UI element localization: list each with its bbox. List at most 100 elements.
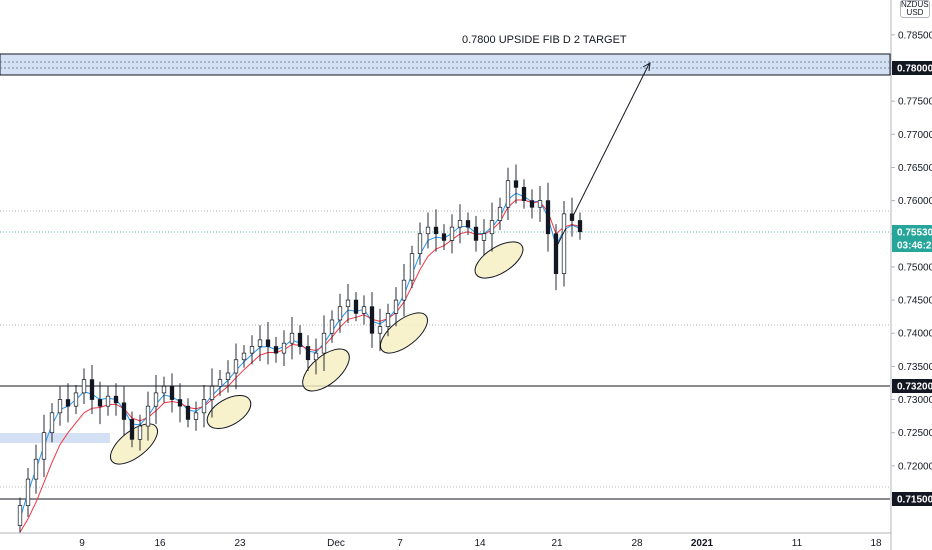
svg-text:0.75530: 0.75530 (897, 228, 932, 239)
x-tick-label: 18 (870, 538, 882, 549)
candle (89, 365, 95, 415)
candle (441, 224, 447, 251)
candle (81, 368, 87, 405)
candle (545, 182, 551, 252)
y-tick-label: 0.76500 (898, 163, 932, 174)
candle (457, 204, 463, 244)
x-tick-label: 2021 (691, 538, 714, 549)
candle (257, 325, 263, 362)
pullback-ellipse (206, 395, 252, 429)
pullback-ellipse (110, 423, 158, 465)
candle (513, 164, 519, 204)
y-tick-label: 0.75000 (898, 262, 932, 273)
y-tick-label: 0.77500 (898, 97, 932, 108)
candle (41, 414, 47, 478)
y-tick-label: 0.77000 (898, 130, 932, 141)
candle (137, 414, 143, 451)
candle (153, 375, 159, 425)
candle (33, 444, 39, 494)
price-axis[interactable]: 0.78500 0.78000 0.77500 0.77000 0.76500 0.760… (891, 30, 932, 506)
y-tick-label: 0.73000 (898, 395, 932, 406)
candle (361, 295, 367, 325)
projection-arrow[interactable] (556, 62, 651, 247)
left-zone (0, 433, 110, 443)
candle (345, 283, 351, 323)
y-tick-label: 0.74000 (898, 329, 932, 340)
candle (129, 411, 135, 448)
candle (105, 386, 111, 416)
price-tags: 0.78000 0.75530 03:46:20 0.73200 0.71500 (892, 61, 932, 506)
candle (385, 303, 391, 337)
time-axis[interactable]: 9 16 23 Dec 7 14 21 28 2021 11 18 (79, 538, 882, 549)
candle (209, 368, 215, 418)
x-tick-label: 7 (397, 538, 403, 549)
candle (521, 179, 527, 209)
candle (217, 370, 223, 396)
candle (297, 325, 303, 355)
x-tick-label: 28 (631, 538, 643, 549)
candle (425, 212, 431, 249)
target-annotation[interactable]: 0.7800 UPSIDE FIB D 2 TARGET (462, 34, 627, 46)
candle (121, 386, 127, 436)
candle (17, 497, 23, 534)
candle (369, 292, 375, 348)
candle (193, 401, 199, 431)
candle (249, 335, 255, 365)
currency-badge[interactable]: NZDUSD USD (900, 0, 930, 18)
candle (577, 212, 583, 240)
x-tick-label: 14 (474, 538, 486, 549)
candle (329, 310, 335, 343)
price-tag: 0.78000 (892, 61, 932, 75)
candle (449, 214, 455, 254)
candle (49, 403, 55, 443)
svg-text:0.78000: 0.78000 (897, 64, 932, 75)
y-tick-label: 0.73500 (898, 362, 932, 373)
x-tick-label: 16 (154, 538, 166, 549)
candle (409, 245, 415, 289)
svg-text:03:46:20: 03:46:20 (897, 241, 932, 252)
price-tag: 0.75530 (892, 225, 932, 239)
candle (273, 336, 279, 363)
candle (401, 263, 407, 317)
candle (473, 215, 479, 252)
candle (161, 376, 167, 403)
candle (561, 200, 567, 287)
y-tick-label: 0.72500 (898, 428, 932, 439)
candle (321, 315, 327, 372)
moving-averages (19, 192, 581, 533)
candle (201, 384, 207, 428)
x-tick-label: 23 (234, 538, 246, 549)
candle (417, 222, 423, 265)
candle (289, 316, 295, 360)
candle (537, 186, 543, 222)
svg-text:0.71500: 0.71500 (897, 495, 932, 506)
x-tick-label: 9 (79, 538, 85, 549)
candles (17, 164, 583, 534)
x-tick-label: Dec (327, 538, 345, 549)
resistance-zone (0, 53, 891, 76)
candle (233, 343, 239, 390)
candle (73, 384, 79, 415)
candle (145, 391, 151, 441)
candle (25, 467, 31, 517)
candle (177, 383, 183, 423)
candle (185, 398, 191, 428)
candle (265, 321, 271, 365)
y-tick-label: 0.74500 (898, 296, 932, 307)
candle (241, 345, 247, 368)
price-tag: 0.71500 (892, 492, 932, 506)
candle (505, 167, 511, 221)
candle (97, 381, 103, 425)
x-tick-label: 11 (792, 538, 803, 549)
candle (281, 330, 287, 367)
candle (113, 383, 119, 416)
y-tick-label: 0.76000 (898, 196, 932, 207)
candle (353, 292, 359, 322)
candle (393, 287, 399, 327)
candle (57, 386, 63, 426)
candle (489, 202, 495, 252)
y-tick-label: 0.78500 (898, 30, 932, 41)
candle (225, 360, 231, 393)
candle (465, 212, 471, 236)
